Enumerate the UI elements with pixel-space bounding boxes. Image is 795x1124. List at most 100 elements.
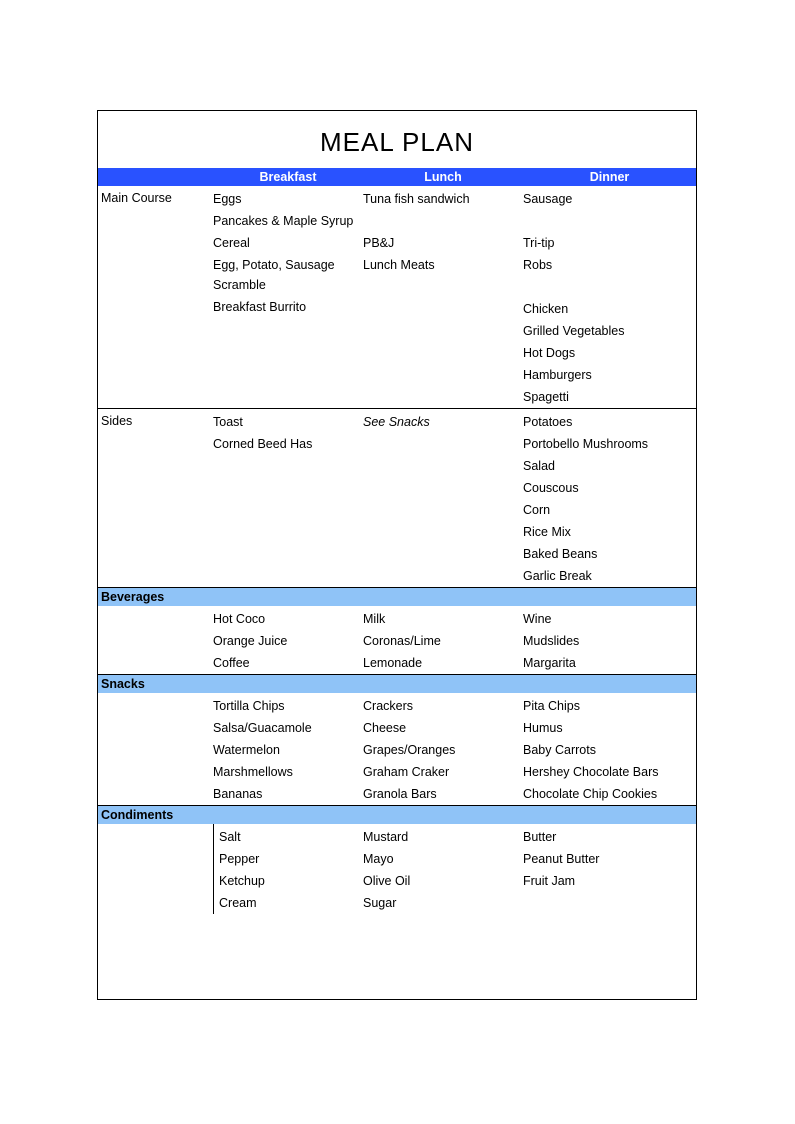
list-item: Grapes/Oranges	[363, 739, 523, 761]
row-label: Sides	[98, 409, 213, 587]
list-item: Chicken	[523, 298, 693, 320]
list-item: Potatoes	[523, 411, 693, 433]
list-item: Humus	[523, 717, 693, 739]
list-item: Milk	[363, 608, 523, 630]
list-item	[363, 210, 523, 232]
list-item: Olive Oil	[363, 870, 523, 892]
list-item: Rice Mix	[523, 521, 693, 543]
list-item: Breakfast Burrito	[213, 296, 363, 318]
lunch-column: Tuna fish sandwich PB&JLunch Meats	[363, 186, 523, 408]
list-item: See Snacks	[363, 411, 523, 433]
data-grid: SaltPepperKetchupCreamMustardMayoOlive O…	[98, 824, 696, 914]
row-label	[98, 606, 213, 674]
header-dinner: Dinner	[523, 170, 696, 184]
data-grid: SidesToastCorned Beed HasSee SnacksPotat…	[98, 409, 696, 587]
dinner-column: WineMudslidesMargarita	[523, 606, 696, 674]
list-item: Garlic Break	[523, 565, 693, 587]
list-item: Hershey Chocolate Bars	[523, 761, 693, 783]
meal-plan-container: MEAL PLAN Breakfast Lunch Dinner Main Co…	[97, 110, 697, 1000]
list-item: Salsa/Guacamole	[213, 717, 363, 739]
list-item	[523, 210, 693, 232]
list-item: Ketchup	[219, 870, 363, 892]
list-item: Baked Beans	[523, 543, 693, 565]
list-item: Pancakes & Maple Syrup	[213, 210, 363, 232]
breakfast-column: SaltPepperKetchupCream	[213, 824, 363, 914]
list-item: Salt	[219, 826, 363, 848]
list-item: Robs	[523, 254, 693, 276]
list-item: Grilled Vegetables	[523, 320, 693, 342]
section-header-beverages: Beverages	[98, 588, 696, 606]
column-headers: Breakfast Lunch Dinner	[98, 168, 696, 186]
list-item: Hamburgers	[523, 364, 693, 386]
dinner-column: ButterPeanut ButterFruit Jam	[523, 824, 696, 914]
list-item: Pepper	[219, 848, 363, 870]
list-item: Lemonade	[363, 652, 523, 674]
dinner-column: Sausage Tri-tipRobs ChickenGrilled Veget…	[523, 186, 696, 408]
lunch-column: MustardMayoOlive OilSugar	[363, 824, 523, 914]
list-item: Portobello Mushrooms	[523, 433, 693, 455]
list-item: Cereal	[213, 232, 363, 254]
list-item: Tortilla Chips	[213, 695, 363, 717]
list-item: Tri-tip	[523, 232, 693, 254]
page-title: MEAL PLAN	[98, 111, 696, 168]
lunch-column: MilkCoronas/LimeLemonade	[363, 606, 523, 674]
list-item: Toast	[213, 411, 363, 433]
header-lunch: Lunch	[363, 170, 523, 184]
list-item: Cream	[219, 892, 363, 914]
list-item: Orange Juice	[213, 630, 363, 652]
list-item: Hot Dogs	[523, 342, 693, 364]
list-item: Watermelon	[213, 739, 363, 761]
list-item: Hot Coco	[213, 608, 363, 630]
row-label	[98, 693, 213, 805]
list-item: Baby Carrots	[523, 739, 693, 761]
list-item: Sausage	[523, 188, 693, 210]
list-item: Coronas/Lime	[363, 630, 523, 652]
section-beverages: Hot CocoOrange JuiceCoffeeMilkCoronas/Li…	[98, 606, 696, 675]
list-item: Mustard	[363, 826, 523, 848]
list-item: Mayo	[363, 848, 523, 870]
section-header-snacks: Snacks	[98, 675, 696, 693]
list-item: Spagetti	[523, 386, 693, 408]
list-item: Butter	[523, 826, 693, 848]
lunch-column: See Snacks	[363, 409, 523, 587]
sections: Main CourseEggsPancakes & Maple SyrupCer…	[98, 186, 696, 914]
list-item: Mudslides	[523, 630, 693, 652]
header-breakfast: Breakfast	[213, 170, 363, 184]
section-snacks: Tortilla ChipsSalsa/GuacamoleWatermelonM…	[98, 693, 696, 806]
list-item: Cheese	[363, 717, 523, 739]
list-item: Couscous	[523, 477, 693, 499]
breakfast-column: ToastCorned Beed Has	[213, 409, 363, 587]
list-item: Margarita	[523, 652, 693, 674]
list-item: Wine	[523, 608, 693, 630]
data-grid: Main CourseEggsPancakes & Maple SyrupCer…	[98, 186, 696, 408]
list-item: Bananas	[213, 783, 363, 805]
lunch-column: CrackersCheeseGrapes/OrangesGraham Crake…	[363, 693, 523, 805]
list-item: PB&J	[363, 232, 523, 254]
row-label: Main Course	[98, 186, 213, 408]
list-item: Sugar	[363, 892, 523, 914]
list-item: Crackers	[363, 695, 523, 717]
dinner-column: Pita ChipsHumusBaby CarrotsHershey Choco…	[523, 693, 696, 805]
list-item: Coffee	[213, 652, 363, 674]
dinner-column: PotatoesPortobello MushroomsSaladCouscou…	[523, 409, 696, 587]
list-item: Chocolate Chip Cookies	[523, 783, 693, 805]
section-sides: SidesToastCorned Beed HasSee SnacksPotat…	[98, 409, 696, 588]
section-main-course: Main CourseEggsPancakes & Maple SyrupCer…	[98, 186, 696, 409]
section-header-condiments: Condiments	[98, 806, 696, 824]
breakfast-column: Hot CocoOrange JuiceCoffee	[213, 606, 363, 674]
list-item: Lunch Meats	[363, 254, 523, 276]
breakfast-column: Tortilla ChipsSalsa/GuacamoleWatermelonM…	[213, 693, 363, 805]
list-item: Salad	[523, 455, 693, 477]
list-item: Corned Beed Has	[213, 433, 363, 455]
breakfast-column: EggsPancakes & Maple SyrupCerealEgg, Pot…	[213, 186, 363, 408]
list-item	[523, 276, 693, 298]
list-item: Pita Chips	[523, 695, 693, 717]
section-condiments: SaltPepperKetchupCreamMustardMayoOlive O…	[98, 824, 696, 914]
list-item: Graham Craker	[363, 761, 523, 783]
list-item: Peanut Butter	[523, 848, 693, 870]
list-item: Marshmellows	[213, 761, 363, 783]
list-item: Corn	[523, 499, 693, 521]
list-item: Tuna fish sandwich	[363, 188, 523, 210]
row-label	[98, 824, 213, 914]
data-grid: Hot CocoOrange JuiceCoffeeMilkCoronas/Li…	[98, 606, 696, 674]
